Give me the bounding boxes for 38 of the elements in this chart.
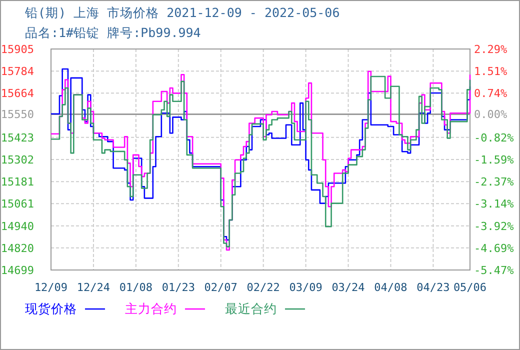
y-tick-label: 15664 (0, 87, 34, 100)
y2-tick-label: 0.74% (474, 87, 508, 100)
x-tick-label: 03/09 (289, 281, 322, 294)
y2-tick-label: 2.29% (474, 43, 508, 56)
x-tick-label: 12/09 (34, 281, 68, 294)
y2-tick-label: -4.69% (474, 242, 514, 255)
legend-label: 主力合约 (125, 301, 177, 316)
y-tick-label: 15061 (0, 198, 34, 211)
chart-subtitle: 品名:1#铅锭 牌号:Pb99.994 (25, 25, 201, 40)
x-tick-label: 12/24 (76, 281, 110, 294)
x-tick-label: 01/08 (119, 281, 152, 294)
y2-tick-label: -3.92% (474, 220, 514, 233)
y2-tick-label: -0.82% (474, 132, 514, 145)
x-tick-label: 03/24 (332, 281, 366, 294)
y-tick-label: 14699 (0, 264, 34, 277)
chart-title: 铅(期) 上海 市场价格 2021-12-09 - 2022-05-06 (24, 5, 340, 20)
y2-tick-label: 1.51% (474, 65, 508, 78)
y2-tick-label: -5.47% (474, 264, 514, 277)
legend-label: 最近合约 (225, 301, 277, 316)
x-tick-label: 02/07 (204, 281, 238, 294)
y-tick-label: 15550 (0, 108, 34, 122)
y2-tick-label: -2.37% (474, 176, 514, 189)
y-tick-label: 15181 (0, 176, 34, 189)
x-tick-label: 04/23 (416, 281, 450, 294)
y2-tick-label: -1.59% (474, 154, 514, 166)
legend-label: 现货价格 (25, 301, 77, 316)
y-tick-label: 14820 (0, 242, 34, 255)
x-tick-label: 04/08 (374, 281, 408, 294)
y2-tick-label: 0.00% (474, 108, 508, 122)
y-tick-label: 15905 (0, 43, 34, 56)
y-tick-label: 15302 (0, 154, 34, 166)
x-tick-label: 05/06 (453, 281, 487, 294)
y2-tick-label: -3.14% (474, 198, 514, 211)
y-tick-label: 15784 (0, 65, 34, 78)
x-tick-label: 02/22 (246, 281, 280, 294)
y-tick-label: 14940 (0, 220, 34, 233)
y-tick-label: 15423 (0, 131, 34, 144)
x-tick-label: 01/23 (162, 281, 195, 294)
